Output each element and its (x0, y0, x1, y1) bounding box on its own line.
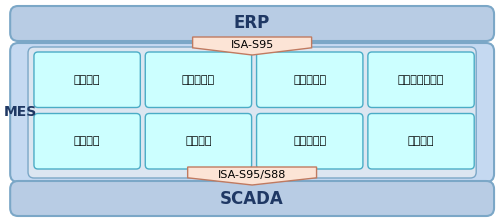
FancyBboxPatch shape (146, 113, 252, 169)
Polygon shape (192, 37, 312, 55)
FancyBboxPatch shape (368, 52, 474, 107)
FancyBboxPatch shape (146, 52, 252, 107)
Text: 称重和配送: 称重和配送 (182, 75, 215, 85)
FancyBboxPatch shape (10, 181, 494, 216)
FancyBboxPatch shape (10, 6, 494, 41)
Text: MES: MES (4, 105, 36, 119)
Text: 质量追溯: 质量追溯 (408, 136, 434, 146)
Text: SCADA: SCADA (220, 190, 284, 208)
Text: ISA-S95: ISA-S95 (230, 40, 274, 50)
Text: 排产排程: 排产排程 (74, 136, 101, 146)
FancyBboxPatch shape (256, 113, 363, 169)
Text: ERP: ERP (234, 14, 270, 32)
Text: 生产批报表: 生产批报表 (293, 136, 326, 146)
FancyBboxPatch shape (10, 43, 494, 182)
FancyBboxPatch shape (28, 47, 476, 178)
Polygon shape (188, 167, 316, 185)
Text: 设备管理: 设备管理 (185, 136, 212, 146)
FancyBboxPatch shape (34, 52, 140, 107)
Text: 物料管理: 物料管理 (74, 75, 101, 85)
FancyBboxPatch shape (368, 113, 474, 169)
FancyBboxPatch shape (256, 52, 363, 107)
Text: 批次复核及执行: 批次复核及执行 (398, 75, 444, 85)
FancyBboxPatch shape (34, 113, 140, 169)
Text: ISA-S95/S88: ISA-S95/S88 (218, 170, 286, 180)
Text: 电子批记录: 电子批记录 (293, 75, 326, 85)
